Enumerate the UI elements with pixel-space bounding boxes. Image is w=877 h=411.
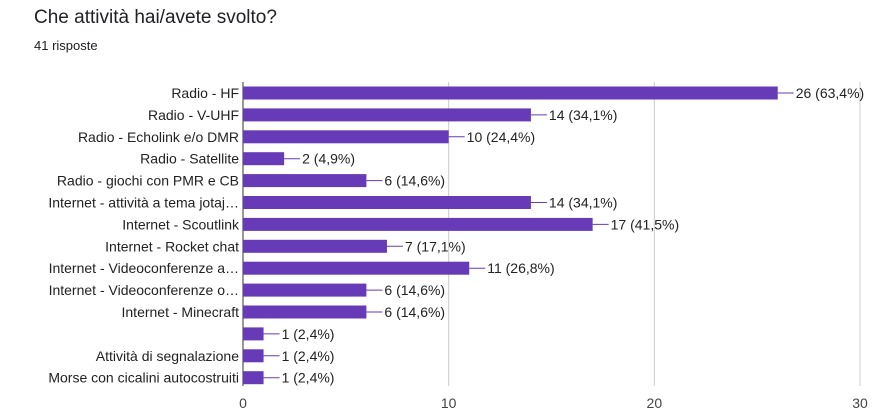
data-label: 10 (24,4%) [467, 129, 535, 145]
bar [243, 130, 449, 144]
data-label: 1 (2,4%) [282, 326, 335, 342]
response-count: 41 risposte [34, 38, 98, 53]
category-label: Internet - attività a tema jotaj… [48, 195, 239, 211]
data-label: 2 (4,9%) [302, 151, 355, 167]
data-label: 26 (63,4%) [796, 85, 864, 101]
bar [243, 239, 387, 253]
bar [243, 108, 531, 122]
bar [243, 196, 531, 209]
x-tick-label: 0 [239, 395, 247, 411]
x-tick-label: 30 [852, 395, 868, 411]
data-label: 14 (34,1%) [549, 195, 617, 211]
x-tick-label: 20 [647, 395, 663, 411]
data-label: 6 (14,6%) [384, 173, 445, 189]
question-title: Che attività hai/avete svolto? [34, 7, 277, 28]
category-label: Internet - Scoutlink [122, 216, 240, 232]
category-label: Radio - Satellite [140, 151, 239, 167]
data-label: 1 (2,4%) [282, 370, 335, 386]
bar [243, 152, 285, 166]
data-label: 6 (14,6%) [384, 282, 445, 298]
bar [243, 261, 470, 275]
category-label: Radio - Echolink e/o DMR [78, 129, 239, 145]
bar [243, 371, 264, 385]
category-label: Attività di segnalazione [96, 348, 239, 364]
category-label: Radio - HF [171, 85, 239, 101]
data-label: 7 (17,1%) [405, 238, 466, 254]
data-label: 6 (14,6%) [384, 304, 445, 320]
category-label: Morse con cicalini autocostruiti [48, 370, 239, 386]
category-label: Internet - Videoconferenze o… [49, 282, 239, 298]
category-label: Internet - Videoconferenze a… [49, 260, 239, 276]
category-label: Radio - giochi con PMR e CB [57, 173, 239, 189]
bar [243, 174, 367, 188]
data-label: 11 (26,8%) [487, 260, 554, 276]
bar [243, 327, 264, 341]
data-label: 14 (34,1%) [549, 107, 617, 123]
bar [243, 86, 778, 100]
category-label: Internet - Rocket chat [105, 238, 239, 254]
data-label: 17 (41,5%) [611, 216, 679, 232]
bar [243, 283, 367, 297]
x-tick-label: 10 [441, 395, 457, 411]
bar [243, 349, 264, 363]
data-label: 1 (2,4%) [282, 348, 335, 364]
bar [243, 217, 593, 231]
category-label: Radio - V-UHF [148, 107, 239, 123]
bar [243, 305, 367, 319]
category-label: Internet - Minecraft [122, 304, 240, 320]
